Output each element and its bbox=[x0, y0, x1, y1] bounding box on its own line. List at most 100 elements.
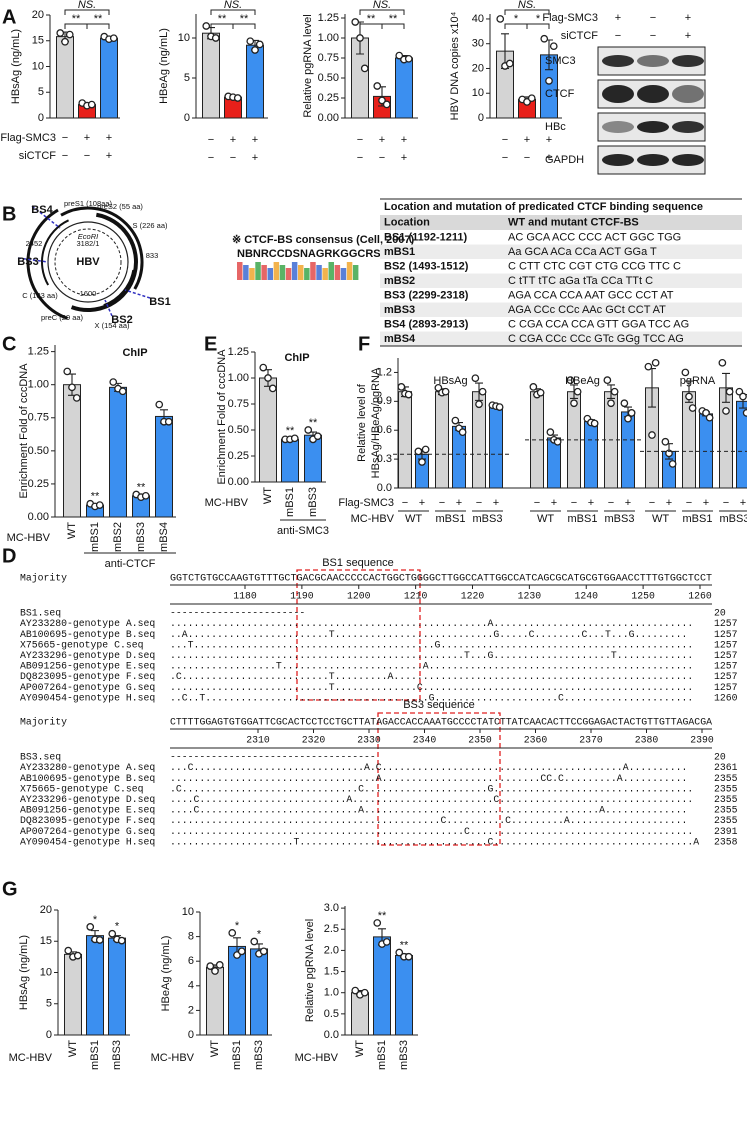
sequence-name: AP007264-genotype G.seq bbox=[20, 682, 155, 693]
table-row-bg bbox=[380, 244, 742, 259]
bar bbox=[398, 391, 412, 489]
site-label: BS4 bbox=[31, 204, 53, 216]
x-tick-label: mBS1 bbox=[89, 1040, 101, 1070]
row-cell: + bbox=[703, 497, 709, 509]
table-header: Location bbox=[384, 216, 430, 228]
row-cell: − bbox=[476, 497, 482, 509]
y-tick-label: 0.9 bbox=[377, 395, 392, 407]
row-cell: + bbox=[106, 150, 112, 162]
bar bbox=[109, 386, 127, 518]
sig-label: ** bbox=[389, 13, 398, 25]
sequence-end: 1257 bbox=[714, 618, 738, 629]
sig-label: ** bbox=[218, 13, 227, 25]
data-point bbox=[681, 368, 690, 377]
row-cell: WT bbox=[652, 513, 669, 525]
row-cell: + bbox=[456, 497, 462, 509]
row-cell: − bbox=[439, 497, 445, 509]
data-point bbox=[573, 387, 582, 396]
significance: ** bbox=[286, 425, 295, 437]
logo-column bbox=[322, 268, 328, 280]
bar bbox=[100, 37, 118, 119]
row-cell: − bbox=[571, 497, 577, 509]
data-point bbox=[414, 447, 423, 456]
logo-column bbox=[267, 268, 273, 280]
x-tick-label: mBS2 bbox=[112, 522, 124, 552]
row-cell: mBS1 bbox=[683, 513, 713, 525]
group-name: HBsAg bbox=[433, 375, 467, 387]
blot-label: GAPDH bbox=[545, 154, 584, 166]
panel-letter: D bbox=[2, 545, 16, 567]
table-cell: BS4 (2893-2913) bbox=[384, 318, 469, 330]
sequence-end: 2355 bbox=[714, 773, 738, 784]
bar bbox=[719, 387, 733, 489]
y-tick-label: 0.00 bbox=[228, 476, 249, 488]
table-title-bg bbox=[380, 199, 742, 215]
x-tick-label: mBS3 bbox=[307, 487, 319, 517]
logo-column bbox=[328, 262, 334, 280]
panel-letter: G bbox=[2, 878, 18, 900]
consensus-sequence: NBNRCCDSNAGRKGGCRSNN bbox=[237, 248, 397, 260]
sequence: ....C...........................A.......… bbox=[170, 805, 687, 816]
bar bbox=[108, 937, 126, 1036]
site-label: BS3 bbox=[17, 256, 38, 268]
sig-bracket bbox=[64, 9, 110, 15]
data-point bbox=[590, 419, 599, 428]
row-cell: − bbox=[379, 152, 385, 164]
y-tick-label: 0 bbox=[188, 1029, 194, 1041]
ruler-label: 2330 bbox=[357, 735, 381, 746]
orf-label: preS2 (55 aa) bbox=[97, 202, 143, 211]
data-point bbox=[722, 407, 730, 415]
data-point bbox=[540, 34, 549, 43]
logo-column bbox=[237, 262, 243, 280]
y-tick-label: 0.3 bbox=[377, 453, 392, 465]
table-cell: mBS1 bbox=[384, 246, 415, 258]
data-point bbox=[566, 376, 575, 384]
sig-label: NS. bbox=[373, 0, 391, 11]
table-cell: AGA CCc CCc AAc GCt CCT AT bbox=[508, 304, 666, 316]
sequence-end: 2358 bbox=[714, 836, 738, 847]
data-point bbox=[117, 936, 126, 945]
orf-label: preS1 (108aa) bbox=[64, 199, 112, 208]
bar bbox=[621, 411, 635, 489]
y-tick-label: 1.2 bbox=[377, 366, 392, 378]
row-label: MC-HBV bbox=[295, 1052, 339, 1064]
error-bar bbox=[722, 372, 730, 403]
ruler-label: 1250 bbox=[631, 591, 655, 602]
sequence-end: 1257 bbox=[714, 629, 738, 640]
logo-column bbox=[346, 262, 353, 280]
table-row-bg bbox=[380, 302, 742, 317]
y-tick-label: 10 bbox=[32, 60, 44, 72]
x-tick-label: mBS1 bbox=[376, 1040, 388, 1070]
data-point bbox=[118, 387, 127, 396]
orf-label: X (154 aa) bbox=[94, 321, 130, 330]
row-label: MC-HBV bbox=[351, 513, 395, 525]
blot-band bbox=[637, 55, 669, 67]
sequence: ........................................… bbox=[170, 815, 687, 826]
ruler-label: 1260 bbox=[688, 591, 712, 602]
data-point bbox=[237, 947, 246, 956]
sequence-name: AB100695-genotype B.seq bbox=[20, 773, 155, 784]
y-tick-label: 5 bbox=[46, 998, 52, 1010]
y-tick-label: 10 bbox=[178, 32, 190, 44]
ruler-label: 2370 bbox=[579, 735, 603, 746]
data-point bbox=[259, 947, 268, 956]
row-label: MC-HBV bbox=[151, 1052, 195, 1064]
y-tick-label: 1.25 bbox=[228, 346, 249, 358]
data-point bbox=[255, 40, 264, 49]
logo-column bbox=[261, 265, 267, 280]
table-row-bg bbox=[380, 331, 742, 346]
data-point bbox=[211, 34, 220, 42]
sequence-end: 1257 bbox=[714, 671, 738, 682]
row-cell: − bbox=[208, 134, 214, 146]
data-point bbox=[718, 358, 727, 367]
sequence-end: 2355 bbox=[714, 794, 738, 805]
row-cell: + bbox=[230, 134, 236, 146]
blot-cell: − bbox=[650, 30, 656, 42]
chart-title: ChIP bbox=[122, 347, 147, 359]
y-axis-label: Enrichment Fold of cccDNA bbox=[216, 349, 228, 485]
row-label: MC-HBV bbox=[7, 532, 51, 544]
bar bbox=[395, 954, 413, 1036]
table-cell: mBS4 bbox=[384, 333, 416, 345]
sequence-end: 20 bbox=[714, 608, 726, 619]
